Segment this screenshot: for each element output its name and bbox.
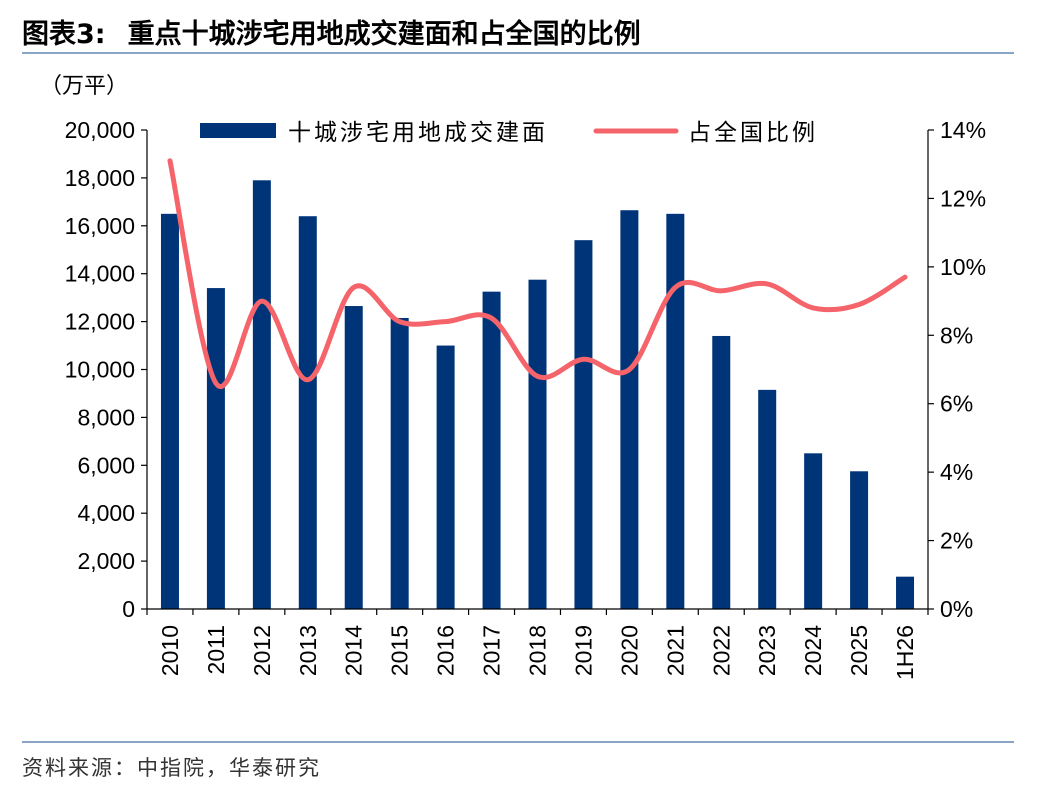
- x-tick-label: 2021: [662, 625, 688, 676]
- bar-2015: [390, 318, 409, 609]
- source-note: 资料来源：中指院，华泰研究: [22, 756, 321, 780]
- legend: 十城涉宅用地成交建面 占全国比例: [200, 120, 818, 146]
- x-tick-label: 2013: [295, 625, 321, 676]
- x-tick-label: 2018: [525, 625, 551, 676]
- x-tick-label: 2015: [387, 625, 413, 676]
- y-left-tick-label: 4,000: [77, 500, 135, 526]
- bar-2021: [666, 213, 685, 609]
- x-tick-label: 1H26: [892, 625, 918, 680]
- y-right-tick-label: 6%: [940, 391, 973, 417]
- y-left-tick-label: 6,000: [77, 452, 135, 478]
- bar-2023: [758, 389, 777, 609]
- x-tick-label: 2010: [157, 625, 183, 676]
- x-tick-label: 2012: [249, 625, 275, 676]
- y-left-tick-label: 12,000: [65, 309, 135, 335]
- x-tick-label: 2011: [203, 625, 229, 674]
- y-left-tick-label: 2,000: [77, 548, 135, 574]
- bar-1H26: [896, 576, 915, 609]
- bar-2016: [436, 345, 455, 609]
- y-right-tick-label: 2%: [940, 528, 973, 554]
- y-right-tick-label: 0%: [940, 596, 973, 622]
- bar-2019: [574, 240, 593, 610]
- y-left-tick-label: 10,000: [65, 357, 135, 383]
- legend-label-line: 占全国比例: [688, 120, 818, 146]
- figure-number: 图表3:: [22, 19, 106, 50]
- bottom-rule: [22, 741, 1014, 743]
- legend-label-bar: 十城涉宅用地成交建面: [288, 120, 548, 146]
- y-right-tick-label: 14%: [940, 117, 986, 143]
- y-right-tick-label: 10%: [940, 254, 986, 280]
- x-tick-label: 2025: [846, 625, 872, 676]
- y-left-tick-label: 14,000: [65, 261, 135, 287]
- bar-2024: [804, 453, 823, 609]
- bar-2012: [252, 180, 271, 610]
- legend-swatch-bar: [200, 123, 276, 138]
- y-left-unit-label: （万平）: [40, 74, 128, 99]
- bar-2014: [344, 306, 363, 609]
- y-left-tick-label: 8,000: [77, 404, 135, 430]
- bar-2022: [712, 335, 731, 609]
- bar-2020: [620, 210, 639, 610]
- x-tick-label: 2014: [341, 625, 367, 676]
- y-left-tick-label: 16,000: [65, 213, 135, 239]
- bar-2010: [160, 213, 179, 609]
- figure-title: 图表3: 重点十城涉宅用地成交建面和占全国的比例: [22, 12, 641, 51]
- bar-2017: [482, 291, 501, 609]
- y-right-tick-label: 4%: [940, 459, 973, 485]
- x-tick-label: 2019: [570, 625, 596, 676]
- x-tick-label: 2024: [800, 625, 826, 676]
- x-tick-label: 2022: [708, 625, 734, 676]
- bar-2018: [528, 279, 547, 609]
- y-right-tick-label: 12%: [940, 185, 986, 211]
- y-right-tick-label: 8%: [940, 322, 973, 348]
- x-tick-label: 2017: [479, 625, 505, 676]
- bar-2011: [206, 288, 225, 609]
- y-left-tick-label: 0: [122, 596, 135, 622]
- x-tick-label: 2016: [433, 625, 459, 676]
- top-rule: [22, 52, 1014, 54]
- y-left-tick-label: 18,000: [65, 165, 135, 191]
- x-tick-label: 2023: [754, 625, 780, 676]
- figure-title-text: 重点十城涉宅用地成交建面和占全国的比例: [127, 19, 641, 50]
- bar-2013: [298, 216, 317, 609]
- x-tick-label: 2020: [616, 625, 642, 676]
- y-left-tick-label: 20,000: [65, 117, 135, 143]
- bar-2025: [850, 471, 869, 609]
